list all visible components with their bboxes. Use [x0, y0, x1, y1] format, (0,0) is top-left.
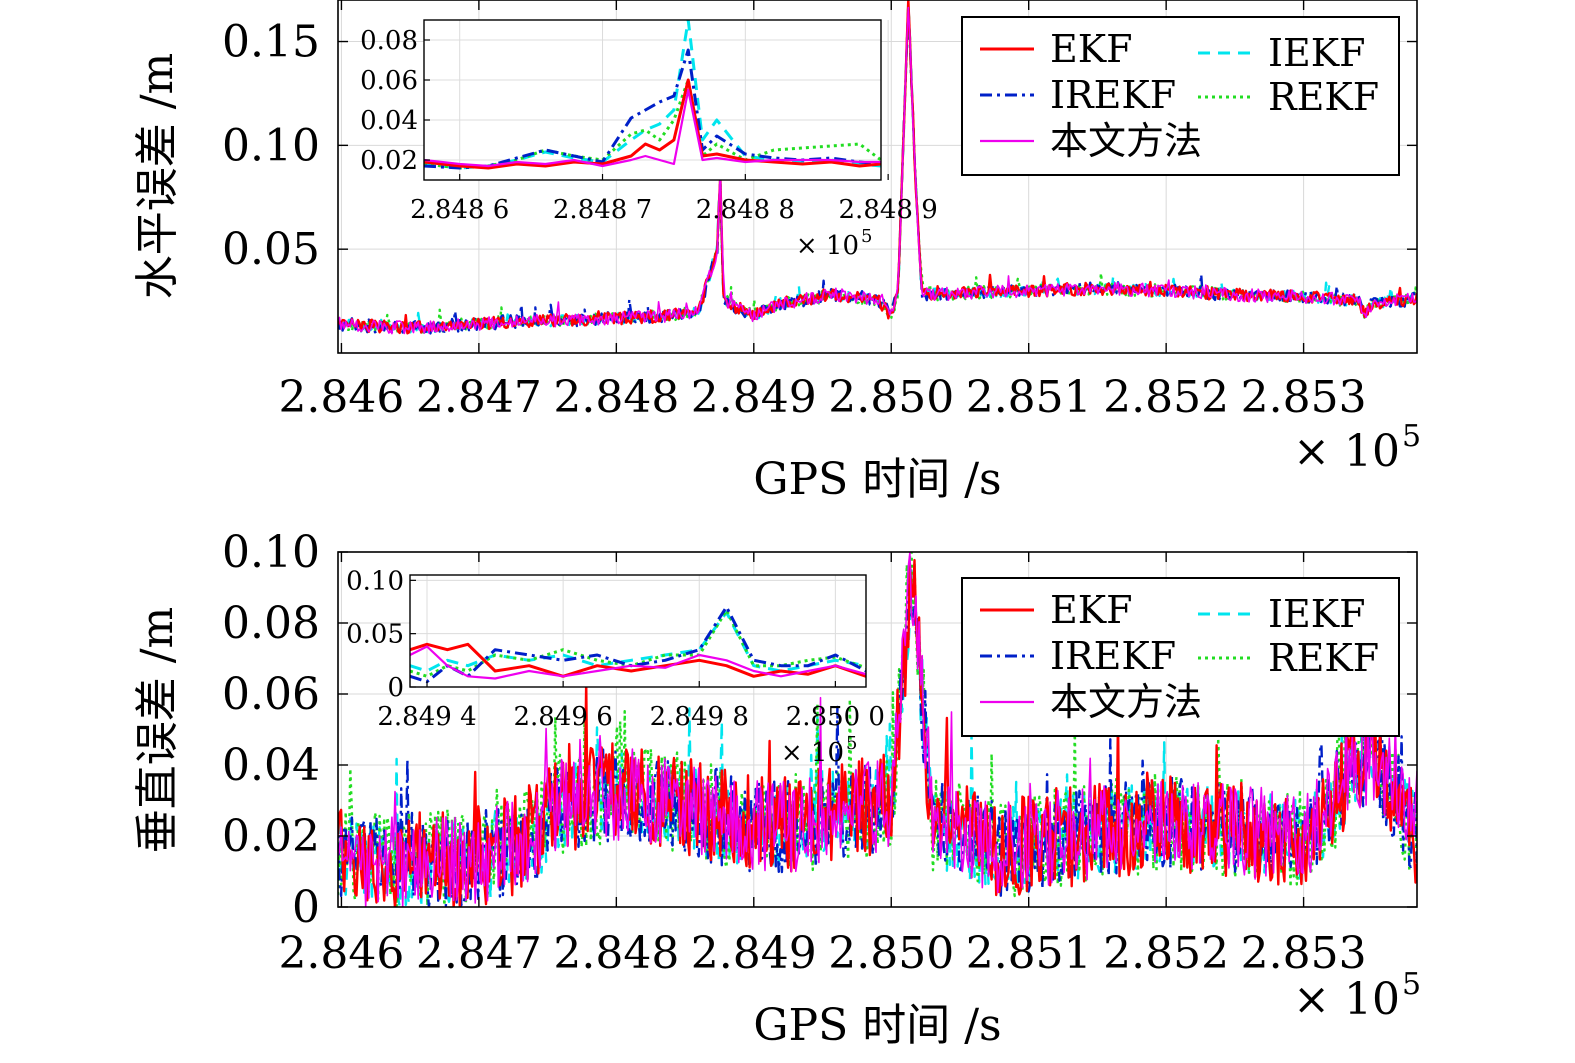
chart-2: 2.846 2.847 2.848 2.849 2.850 2.851 2.852 2.853… — [132, 527, 1421, 1051]
axes-box — [337, 551, 1418, 908]
inset-x-tick-label: 2.848 7 — [553, 195, 652, 225]
inset-x-tick-label: 2.849 6 — [514, 702, 613, 732]
x-tick-label: 2.849 — [691, 928, 817, 979]
x-tick-label: 2.851 — [966, 928, 1092, 979]
inset-chart: 2.849 4 2.849 6 2.849 8 2.850 0 0 0.05 0.10 × 1… — [346, 566, 885, 768]
inset-x-tick-label: 2.848 9 — [839, 195, 938, 225]
axes-box — [337, 0, 1418, 354]
x-tick-label: 2.850 — [828, 928, 954, 979]
series-group — [338, 0, 1417, 335]
y-tick-label: 0.15 — [222, 17, 320, 68]
x-tick-label: 2.848 — [553, 372, 679, 423]
inset-x-multiplier: × 10 — [781, 738, 844, 768]
x-tick-label: 2.853 — [1241, 928, 1367, 979]
inset-y-tick-label: 0.05 — [346, 620, 404, 650]
inset-x-tick-label: 2.849 4 — [377, 702, 476, 732]
inset-y-tick-label: 0.08 — [360, 26, 418, 56]
inset-x-tick-label: 2.848 6 — [410, 195, 509, 225]
inset-series-group — [410, 605, 866, 684]
y-tick-label: 0.04 — [222, 740, 320, 791]
inset-x-tick-label: 2.849 8 — [650, 702, 749, 732]
chart-1: 2.846 2.847 2.848 2.849 2.850 2.851 2.852 2.853… — [132, 0, 1421, 505]
x-multiplier: × 10 — [1293, 974, 1400, 1025]
x-multiplier-exponent: 5 — [1402, 419, 1421, 454]
y-tick-label: 0.05 — [222, 224, 320, 275]
legend-label: IEKF — [1268, 592, 1366, 636]
inset-series-line-EKF — [424, 78, 881, 170]
y-tick-label: 0.08 — [222, 598, 320, 649]
inset-series-line-本文方法 — [410, 645, 866, 680]
legend-label: 本文方法 — [1050, 680, 1202, 724]
y-tick-label: 0.10 — [222, 120, 320, 171]
x-tick-label: 2.852 — [1103, 372, 1229, 423]
inset-chart: 2.848 6 2.848 7 2.848 8 2.848 9 0.02 0.04 0.06… — [360, 19, 938, 261]
legend-label: IEKF — [1268, 31, 1366, 75]
y-tick-label: 0.02 — [222, 811, 320, 862]
inset-series-line-IEKF — [424, 20, 881, 170]
inset-series-line-本文方法 — [424, 88, 881, 168]
legend-label: REKF — [1268, 75, 1379, 119]
legend-label: REKF — [1268, 636, 1379, 680]
y-tick-label: 0.06 — [222, 669, 320, 720]
x-tick-label: 2.850 — [828, 372, 954, 423]
x-tick-label: 2.848 — [553, 928, 679, 979]
x-tick-label: 2.852 — [1103, 928, 1229, 979]
x-tick-label: 2.847 — [416, 928, 542, 979]
inset-x-tick-label: 2.848 8 — [696, 195, 795, 225]
y-axis-label: 垂直误差 /m — [132, 607, 183, 854]
x-tick-label: 2.846 — [278, 372, 404, 423]
legend-label: IREKF — [1050, 73, 1176, 117]
inset-series-group — [424, 20, 881, 170]
series-line-本文方法 — [338, 6, 1417, 335]
inset-background — [424, 20, 881, 180]
inset-y-tick-label: 0.10 — [346, 566, 404, 596]
y-tick-label: 0 — [292, 882, 320, 933]
legend-label: EKF — [1050, 588, 1133, 632]
legend-label: IREKF — [1050, 634, 1176, 678]
inset-series-line-REKF — [424, 78, 881, 170]
inset-y-tick-label: 0.06 — [360, 66, 418, 96]
x-axis-label: GPS 时间 /s — [753, 1000, 1001, 1051]
inset-series-line-EKF — [410, 642, 866, 678]
x-axis-label: GPS 时间 /s — [753, 454, 1001, 505]
legend-box — [961, 577, 1400, 737]
x-tick-label: 2.849 — [691, 372, 817, 423]
inset-y-tick-label: 0.02 — [360, 146, 418, 176]
x-multiplier: × 10 — [1293, 426, 1400, 477]
inset-x-multiplier-exponent: 5 — [846, 733, 857, 754]
legend-label: 本文方法 — [1050, 119, 1202, 163]
inset-series-line-IEKF — [410, 610, 866, 673]
legend-label: EKF — [1050, 27, 1133, 71]
inset-axes-box — [409, 574, 867, 688]
inset-x-multiplier: × 10 — [796, 231, 859, 261]
x-tick-label: 2.847 — [416, 372, 542, 423]
inset-axes-box — [423, 19, 882, 181]
x-tick-label: 2.851 — [966, 372, 1092, 423]
x-multiplier-exponent: 5 — [1402, 967, 1421, 1002]
x-tick-label: 2.853 — [1241, 372, 1367, 423]
inset-y-tick-label: 0 — [387, 673, 404, 703]
inset-y-tick-label: 0.04 — [360, 106, 418, 136]
inset-x-tick-label: 2.850 0 — [786, 702, 885, 732]
legend: EKF IEKF IREKF REKF 本文方法 — [961, 16, 1400, 176]
inset-x-multiplier-exponent: 5 — [861, 226, 872, 247]
legend: EKF IEKF IREKF REKF 本文方法 — [961, 577, 1400, 737]
y-axis-label: 水平误差 /m — [132, 53, 183, 300]
series-group — [338, 552, 1417, 907]
legend-box — [961, 16, 1400, 176]
y-tick-label: 0.10 — [222, 527, 320, 578]
series-line-本文方法 — [338, 552, 1417, 907]
x-tick-label: 2.846 — [278, 928, 404, 979]
